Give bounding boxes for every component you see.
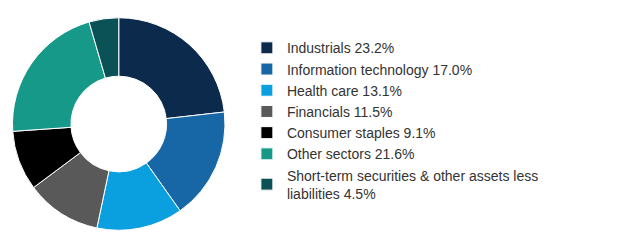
svg-text:Other sectors 21.6%: Other sectors 21.6% bbox=[287, 146, 415, 162]
svg-text:Industrials 23.2%: Industrials 23.2% bbox=[287, 40, 394, 56]
svg-text:Consumer staples 9.1%: Consumer staples 9.1% bbox=[287, 125, 436, 141]
svg-text:Health care 13.1%: Health care 13.1% bbox=[287, 83, 402, 99]
svg-text:Short-term securities & other: Short-term securities & other assets les… bbox=[287, 168, 538, 202]
svg-text:Information technology 17.0%: Information technology 17.0% bbox=[287, 62, 472, 78]
svg-text:Financials 11.5%: Financials 11.5% bbox=[287, 104, 393, 120]
